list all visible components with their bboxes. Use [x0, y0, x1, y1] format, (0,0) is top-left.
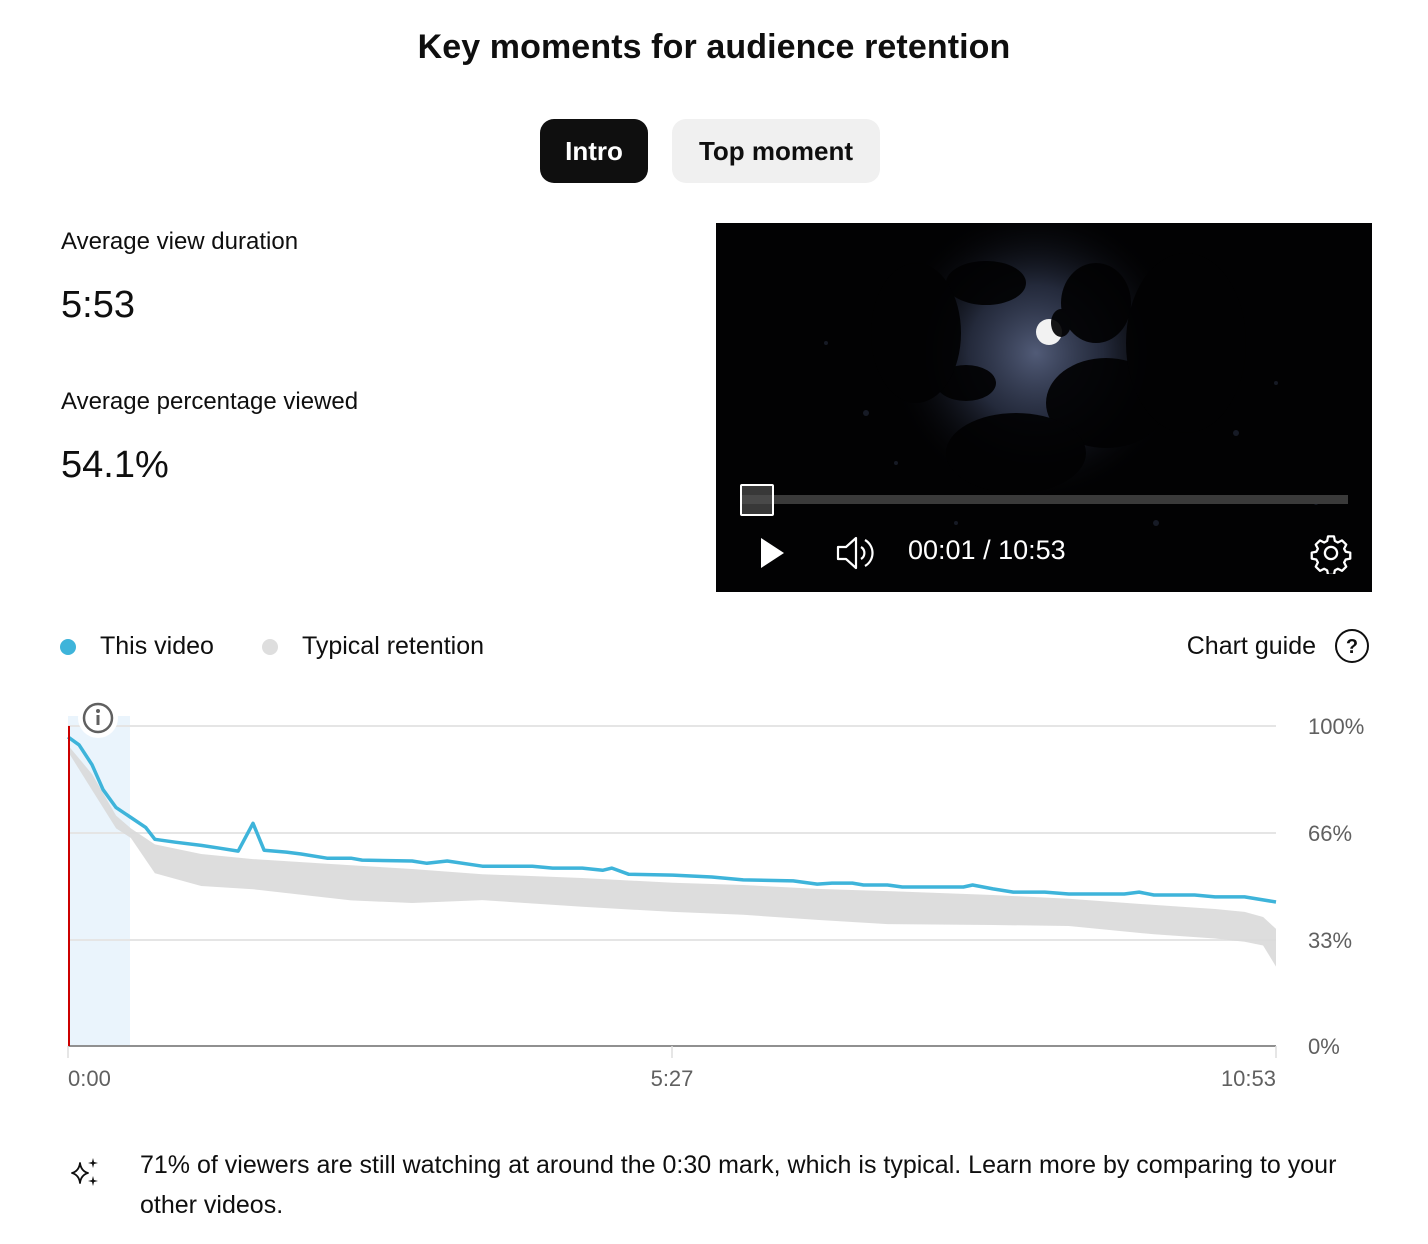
volume-icon: [836, 536, 874, 570]
y-tick-66: 66%: [1308, 821, 1352, 846]
intro-info-marker[interactable]: [78, 698, 118, 738]
seek-bar[interactable]: [742, 495, 1348, 504]
gridlines: [68, 725, 1276, 941]
tab-intro[interactable]: Intro: [540, 119, 648, 183]
avg-view-duration-label: Average view duration: [61, 228, 299, 255]
this-video-line[interactable]: [66, 735, 1277, 904]
this-video-dot-icon: [60, 638, 76, 655]
play-button[interactable]: [758, 533, 786, 573]
seek-handle[interactable]: [740, 484, 774, 516]
insight-text: 71% of viewers are still watching at aro…: [140, 1151, 1337, 1219]
typical-retention-dot-icon: [261, 638, 278, 655]
help-circle-icon: ?: [1335, 629, 1369, 663]
avg-percentage-viewed-label: Average percentage viewed: [61, 388, 359, 415]
page-title: Key moments for audience retention: [417, 28, 1011, 66]
x-tick-label-end: 10:53: [1221, 1066, 1276, 1091]
chart-guide-button[interactable]: Chart guide ?: [1187, 628, 1370, 664]
chart-legend: This video Typical retention: [60, 632, 484, 661]
y-tick-100: 100%: [1308, 714, 1364, 739]
settings-gear-icon: [1310, 535, 1352, 574]
avg-percentage-viewed-value: 54.1%: [61, 444, 169, 486]
tab-top-moment[interactable]: Top moment: [672, 119, 880, 183]
x-tick-label-mid: 5:27: [651, 1066, 694, 1091]
x-tick-label-start: 0:00: [68, 1066, 111, 1091]
legend-typical-retention[interactable]: Typical retention: [261, 632, 484, 661]
retention-chart[interactable]: 100% 66% 33% 0% 0:00 5:27 10:53: [0, 690, 1428, 1110]
video-player[interactable]: 00:01 / 10:53: [716, 223, 1372, 592]
playback-time: 00:01 / 10:53: [908, 535, 1066, 565]
y-tick-33: 33%: [1308, 928, 1352, 953]
volume-button[interactable]: [836, 533, 876, 573]
y-tick-0: 0%: [1308, 1034, 1340, 1059]
legend-this-video[interactable]: This video: [60, 632, 214, 661]
settings-button[interactable]: [1310, 533, 1352, 574]
typical-retention-band: [68, 745, 1276, 967]
svg-text:?: ?: [1346, 636, 1358, 658]
info-icon: [82, 702, 114, 734]
video-frame: [716, 223, 1372, 592]
avg-view-duration-value: 5:53: [61, 284, 135, 326]
key-moment-tabs: Intro Top moment: [540, 119, 880, 183]
legend-typical-retention-label: Typical retention: [301, 632, 484, 660]
chart-guide-label: Chart guide: [1186, 631, 1316, 660]
intro-highlight-region[interactable]: [68, 716, 130, 1046]
play-icon: [761, 538, 784, 568]
sparkle-icon: [71, 1158, 98, 1186]
legend-this-video-label: This video: [100, 632, 214, 660]
